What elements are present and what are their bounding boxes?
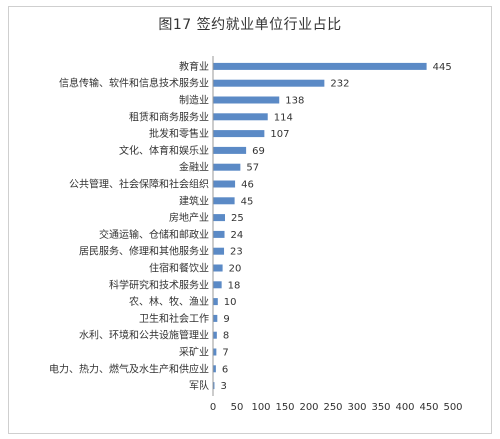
x-tick-label: 100 (251, 402, 270, 413)
bar (213, 298, 218, 306)
category-labels: 教育业信息传输、软件和信息技术服务业制造业租赁和商务服务业批发和零售业文化、体育… (49, 60, 209, 392)
category-label: 居民服务、修理和其他服务业 (79, 245, 209, 258)
value-label: 18 (228, 280, 241, 291)
category-label: 金融业 (179, 161, 209, 174)
category-label: 文化、体育和娱乐业 (119, 144, 209, 157)
bar (213, 130, 265, 138)
bar (213, 348, 217, 356)
category-label: 建筑业 (179, 194, 209, 207)
x-tick-label: 500 (443, 402, 462, 413)
category-label: 住宿和餐饮业 (149, 262, 209, 275)
value-label: 8 (223, 331, 229, 342)
value-label: 7 (222, 348, 228, 359)
value-label: 445 (433, 62, 452, 73)
value-label: 3 (220, 381, 226, 392)
bar (213, 365, 216, 373)
value-label: 10 (224, 297, 237, 308)
x-tick-labels: 0 50 100 150 200 250 300 350 400 450 500 (210, 402, 463, 413)
bar (213, 79, 325, 87)
x-tick-label: 150 (275, 402, 294, 413)
category-label: 水利、环境和公共设施管理业 (79, 329, 209, 342)
category-label: 公共管理、社会保障和社会组织 (69, 178, 209, 191)
bar (213, 197, 235, 205)
category-label: 卫生和社会工作 (139, 312, 209, 325)
bars-layer (213, 62, 427, 390)
bar (213, 62, 427, 70)
category-label: 房地产业 (169, 211, 209, 224)
bar (213, 281, 222, 289)
category-label: 信息传输、软件和信息技术服务业 (59, 77, 209, 90)
x-tick-label: 50 (231, 402, 244, 413)
value-label: 232 (330, 79, 349, 90)
value-label: 25 (231, 213, 244, 224)
value-label: 107 (270, 129, 289, 140)
value-label: 45 (241, 196, 254, 207)
category-label: 租赁和商务服务业 (129, 110, 209, 123)
value-label: 57 (246, 163, 259, 174)
value-label: 69 (252, 146, 265, 157)
chart-title: 图17 签约就业单位行业占比 (158, 17, 342, 33)
x-tick-label: 250 (323, 402, 342, 413)
value-label: 23 (230, 247, 243, 258)
category-label: 制造业 (179, 94, 209, 107)
value-label: 20 (229, 264, 242, 275)
category-label: 交通运输、仓储和邮政业 (99, 228, 209, 241)
x-tick-label: 200 (299, 402, 318, 413)
bar (213, 331, 217, 339)
category-label: 采矿业 (179, 346, 209, 359)
bar (213, 214, 225, 222)
category-label: 批发和零售业 (149, 127, 209, 140)
x-tick-label: 400 (395, 402, 414, 413)
category-label: 教育业 (179, 60, 209, 73)
category-label: 电力、热力、燃气及水生产和供应业 (49, 362, 209, 375)
bar (213, 113, 268, 121)
value-label: 114 (274, 112, 293, 123)
category-label: 农、林、牧、渔业 (129, 295, 209, 308)
value-label: 138 (285, 96, 304, 107)
bar (213, 264, 223, 272)
bar (213, 96, 280, 104)
bar (213, 146, 247, 154)
value-label: 6 (222, 364, 228, 375)
x-tick-label: 350 (371, 402, 390, 413)
bar (213, 163, 241, 171)
chart-frame (8, 6, 492, 434)
category-label: 科学研究和技术服务业 (109, 278, 209, 291)
category-label: 军队 (189, 379, 209, 392)
bar (213, 314, 218, 322)
x-tick-label: 0 (210, 402, 216, 413)
bar (213, 247, 225, 255)
bar (213, 382, 215, 390)
value-label: 46 (241, 180, 254, 191)
bar (213, 230, 225, 238)
x-tick-label: 300 (347, 402, 366, 413)
x-tick-label: 450 (419, 402, 438, 413)
value-label: 24 (231, 230, 244, 241)
bar (213, 180, 236, 188)
value-label: 9 (223, 314, 229, 325)
value-labels: 445 232 138 114 107 69 57 46 45 25 24 23 20 18 10 9 8 7 6 3 (220, 62, 451, 392)
